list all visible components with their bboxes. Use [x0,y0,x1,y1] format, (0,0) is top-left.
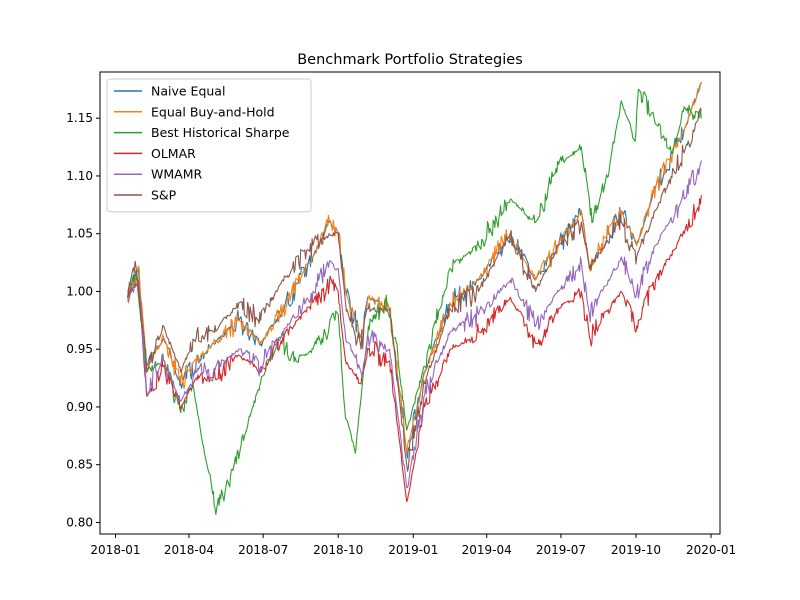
legend-label: Equal Buy-and-Hold [151,104,275,119]
series-line-olmar [127,195,702,503]
chart-title: Benchmark Portfolio Strategies [297,52,523,68]
x-tick-label: 2019-01 [388,543,438,557]
legend-label: OLMAR [151,146,196,161]
legend-label: S&P [151,188,177,203]
y-tick-label: 1.10 [66,169,93,183]
y-tick-label: 0.95 [66,342,93,356]
series-line-naive-equal [127,83,702,459]
x-tick-label: 2018-01 [90,543,140,557]
x-tick-label: 2018-07 [238,543,288,557]
legend-label: WMAMR [151,167,202,182]
series-line-wmamr [127,160,702,489]
y-tick-label: 0.80 [66,515,93,529]
x-tick-label: 2019-07 [536,543,586,557]
x-tick-label: 2018-04 [164,543,214,557]
y-axis: 0.80 0.85 0.90 0.95 1.00 1.05 1.10 1.15 [66,111,100,529]
x-axis: 2018-01 2018-04 2018-07 2018-10 2019-01 2019-… [90,534,736,557]
y-tick-label: 1.00 [66,284,93,298]
y-tick-label: 1.15 [66,111,93,125]
x-tick-label: 2019-10 [611,543,661,557]
y-tick-label: 0.90 [66,400,93,414]
x-tick-label: 2020-01 [686,543,736,557]
x-tick-label: 2018-10 [313,543,363,557]
legend-box [106,78,312,213]
series-line-s-p [127,107,702,472]
y-tick-label: 1.05 [66,227,93,241]
axes-frame [99,71,721,535]
x-tick-label: 2019-04 [462,543,512,557]
y-tick-label: 0.85 [66,458,93,472]
series-line-best-historical-sharpe [127,88,702,515]
legend-label: Naive Equal [151,84,225,99]
plot-area [127,81,702,515]
legend-label: Best Historical Sharpe [151,125,290,140]
legend: Naive Equal Equal Buy-and-Hold Best Histor… [106,78,312,213]
series-line-equal-buy-and-hold [127,81,702,454]
